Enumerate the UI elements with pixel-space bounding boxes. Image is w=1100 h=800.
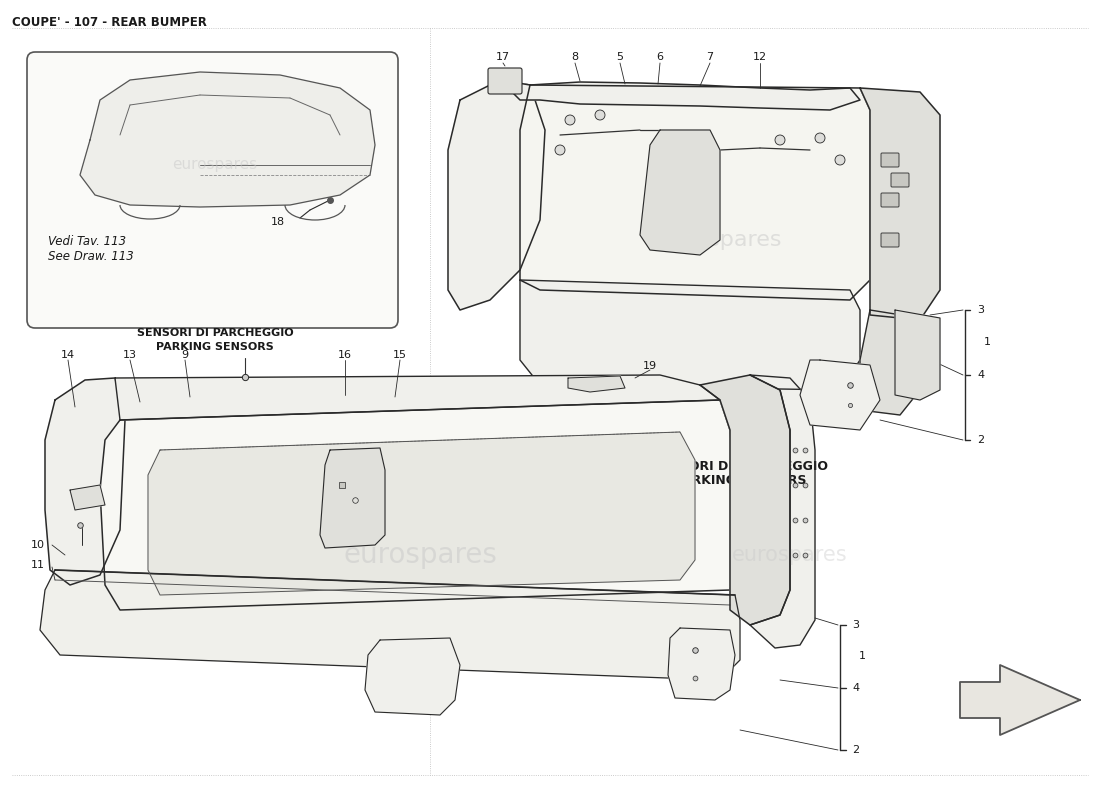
Text: 9: 9 — [182, 350, 188, 360]
Polygon shape — [700, 375, 790, 625]
Polygon shape — [40, 570, 740, 680]
Text: 1: 1 — [983, 337, 990, 347]
Text: PARKING SENSORS: PARKING SENSORS — [673, 474, 806, 487]
Polygon shape — [500, 80, 860, 110]
Polygon shape — [70, 485, 104, 510]
Text: 19: 19 — [642, 361, 657, 371]
FancyBboxPatch shape — [891, 173, 909, 187]
Text: 16: 16 — [338, 350, 352, 360]
Polygon shape — [640, 130, 720, 255]
FancyBboxPatch shape — [881, 153, 899, 167]
FancyBboxPatch shape — [881, 193, 899, 207]
Text: 2: 2 — [978, 435, 984, 445]
Polygon shape — [100, 400, 740, 610]
Polygon shape — [568, 376, 625, 392]
Text: 4: 4 — [852, 683, 859, 693]
Text: 11: 11 — [31, 560, 45, 570]
Polygon shape — [750, 375, 815, 648]
Text: PARKING SENSORS: PARKING SENSORS — [156, 342, 274, 352]
Text: 6: 6 — [657, 52, 663, 62]
Text: 17: 17 — [496, 52, 510, 62]
Text: 8: 8 — [571, 52, 579, 62]
Text: 15: 15 — [393, 350, 407, 360]
Text: 18: 18 — [271, 217, 285, 227]
Polygon shape — [116, 375, 720, 420]
Circle shape — [565, 115, 575, 125]
Polygon shape — [365, 638, 460, 715]
Circle shape — [815, 133, 825, 143]
Text: 2: 2 — [852, 745, 859, 755]
Polygon shape — [860, 88, 940, 320]
Polygon shape — [448, 80, 544, 310]
Text: 10: 10 — [31, 540, 45, 550]
Text: eurospares: eurospares — [733, 545, 848, 565]
Text: Vedi Tav. 113: Vedi Tav. 113 — [48, 235, 126, 248]
Text: SENSORI DI PARCHEGGIO: SENSORI DI PARCHEGGIO — [652, 460, 828, 473]
Text: SENSORI DI PARCHEGGIO: SENSORI DI PARCHEGGIO — [136, 328, 294, 338]
Text: 5: 5 — [616, 52, 624, 62]
Polygon shape — [668, 628, 735, 700]
FancyBboxPatch shape — [488, 68, 522, 94]
Text: eurospares: eurospares — [173, 158, 257, 173]
Text: 12: 12 — [752, 52, 767, 62]
Polygon shape — [860, 310, 920, 415]
Text: See Draw. 113: See Draw. 113 — [48, 250, 134, 263]
Text: 7: 7 — [706, 52, 714, 62]
Circle shape — [595, 110, 605, 120]
Text: 14: 14 — [60, 350, 75, 360]
Circle shape — [556, 145, 565, 155]
Text: 13: 13 — [123, 350, 138, 360]
Text: eurospares: eurospares — [658, 230, 782, 250]
Polygon shape — [800, 360, 880, 430]
Polygon shape — [148, 432, 695, 595]
Polygon shape — [960, 665, 1080, 735]
Polygon shape — [895, 310, 940, 400]
Text: 3: 3 — [852, 620, 859, 630]
Text: 1: 1 — [858, 651, 866, 661]
Circle shape — [835, 155, 845, 165]
Circle shape — [776, 135, 785, 145]
Text: eurospares: eurospares — [343, 541, 497, 569]
FancyBboxPatch shape — [28, 52, 398, 328]
Polygon shape — [520, 280, 860, 390]
Polygon shape — [320, 448, 385, 548]
Polygon shape — [45, 378, 125, 585]
Text: COUPE' - 107 - REAR BUMPER: COUPE' - 107 - REAR BUMPER — [12, 16, 207, 29]
Polygon shape — [520, 85, 870, 300]
Polygon shape — [80, 72, 375, 207]
Text: 4: 4 — [978, 370, 984, 380]
FancyBboxPatch shape — [881, 233, 899, 247]
Text: 3: 3 — [978, 305, 984, 315]
